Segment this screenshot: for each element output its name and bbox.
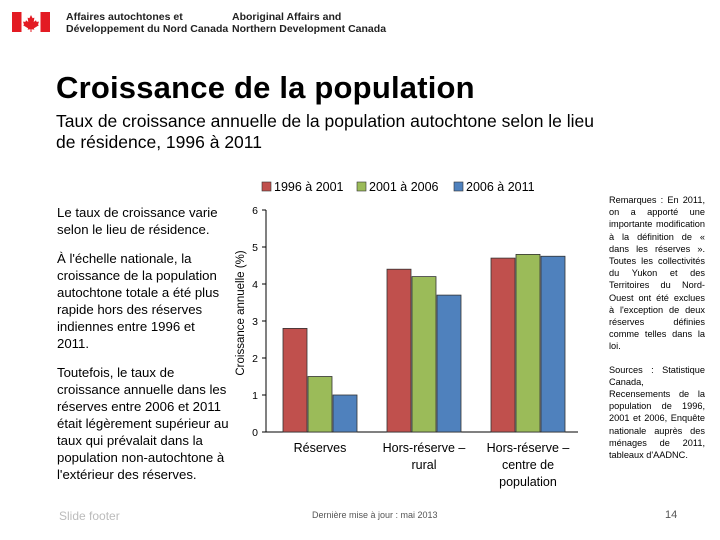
y-tick-label: 0 [252,427,258,439]
notes-panel: Remarques : En 2011, on a apporté une im… [609,194,705,472]
y-tick-label: 4 [252,279,258,291]
x-category-label: Hors-réserve – rural [383,441,466,472]
slide-subtitle: Taux de croissance annuelle de la popula… [56,111,595,152]
department-name-fr: Affaires autochtones et Développement du… [66,11,229,35]
y-tick-label: 1 [252,390,258,402]
body-paragraph: Le taux de croissance varie selon le lie… [57,205,218,237]
x-category-label: Réserves [294,441,347,455]
department-header: Affaires autochtones et Développement du… [0,0,720,42]
y-tick-label: 6 [252,205,258,217]
last-updated: Dernière mise à jour : mai 2013 [312,510,438,520]
bar [515,253,541,433]
bar [386,268,412,433]
notes-remarks: Remarques : En 2011, on a apporté une im… [609,195,705,352]
y-axis-label: Croissance annuelle (%) [235,250,247,375]
legend-swatch [356,181,367,192]
footer-ghost-text: Slide footer [59,509,120,523]
legend-label: 1996 à 2001 [274,180,344,194]
bar [332,394,358,433]
body-text: Le taux de croissance varie selon le lie… [57,204,229,495]
legend-label: 2006 à 2011 [466,180,535,194]
bar [436,294,462,433]
slide-title: Croissance de la population [56,70,475,105]
page-number: 14 [665,509,678,521]
bar [282,327,308,433]
y-tick-label: 3 [252,316,258,328]
canada-flag-icon [12,12,50,32]
body-paragraph: À l'échelle nationale, la croissance de … [57,251,220,351]
body-paragraph: Toutefois, le taux de croissance annuell… [57,365,229,482]
bar [540,255,566,433]
y-tick-label: 5 [252,242,258,254]
notes-sources: Sources : Statistique Canada, Recensemen… [609,364,705,461]
legend-swatch [453,181,464,192]
legend-swatch [261,181,272,192]
department-name-en: Aboriginal Affairs and Northern Developm… [232,11,387,35]
bar [490,257,516,433]
x-category-label: Hors-réserve – centre de population [487,441,570,489]
bar [411,276,437,433]
bar [307,376,333,433]
legend-label: 2001 à 2006 [369,180,439,194]
y-tick-label: 2 [252,353,258,365]
